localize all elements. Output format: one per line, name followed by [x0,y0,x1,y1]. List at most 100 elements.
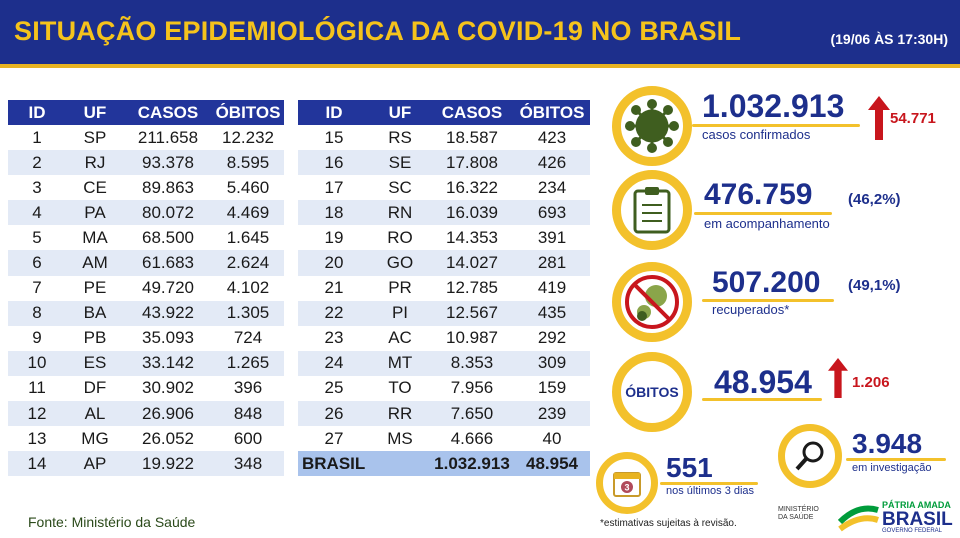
source-text: Fonte: Ministério da Saúde [28,514,196,530]
cell-id: 8 [8,300,66,326]
update-timestamp: (19/06 ÀS 17:30H) [830,31,948,47]
table-row: 19 RO 14.353 391 [298,225,590,250]
table-row: 5 MA 68.500 1.645 [8,225,284,250]
government-logo: PÁTRIA AMADA BRASIL GOVERNO FEDERAL [838,500,956,534]
table-row: 18 RN 16.039 693 [298,200,590,226]
states-table-right: ID UF CASOS ÓBITOS 15 RS 18.587 423 16 SE 17.8… [298,100,590,477]
cell-id: 21 [324,278,344,298]
ministry-text: MINISTÉRIO DA SAÚDE [778,506,819,521]
table-row: 4 PA 80.072 4.469 [8,200,284,226]
cell-cases: 4.666 [450,428,494,448]
cell-uf: PI [370,300,430,326]
table-row: 3 CE 89.863 5.460 [8,175,284,200]
cell-uf: RR [370,401,430,427]
deaths-value: 48.954 [714,364,812,400]
total-cases: 1.032.913 [430,451,514,477]
table-row: 11 DF 30.902 396 [8,376,284,401]
cell-cases: 16.322 [446,177,498,197]
total-label: BRASIL [298,451,430,477]
table-row: 8 BA 43.922 1.305 [8,300,284,326]
cell-id: 17 [324,177,344,197]
cell-deaths: 423 [537,127,567,147]
cell-deaths: 693 [514,200,590,226]
cell-cases: 68.500 [142,227,194,247]
cell-cases: 16.039 [430,200,514,226]
cell-uf: SP [83,127,107,147]
confirmed-delta: 54.771 [890,110,936,127]
cell-uf: SE [370,150,430,176]
cell-deaths: 2.624 [212,250,284,276]
arrow-up-icon [828,358,848,403]
underline [846,458,946,461]
last3-label: nos últimos 3 dias [666,485,755,497]
underline [702,398,822,401]
cell-id: 12 [8,401,66,427]
cell-id: 1 [32,127,42,147]
underline [702,299,834,302]
table-row: 15 RS 18.587 423 [298,125,590,150]
cell-id: 15 [324,127,344,147]
investigation-label: em investigação [852,462,932,474]
cell-id: 16 [298,150,370,176]
cell-id: 13 [27,428,47,448]
cell-cases: 30.902 [142,378,194,398]
states-table-left: ID UF CASOS ÓBITOS 1 SP 211.658 12.232 2 RJ 93… [8,100,284,477]
confirmed-label: casos confirmados [702,127,811,142]
cell-deaths: 8.595 [212,150,284,176]
cell-cases: 7.650 [430,401,514,427]
recovered-pct: (49,1%) [848,277,901,294]
cell-cases: 26.052 [142,428,194,448]
cell-cases: 8.353 [430,350,514,376]
cell-cases: 14.353 [446,227,498,247]
cell-uf: TO [388,378,412,398]
cell-id: 14 [8,451,66,477]
cell-cases: 89.863 [142,177,194,197]
cell-uf: MT [370,350,430,376]
cell-deaths: 435 [514,300,590,326]
cell-id: 7 [32,278,42,298]
underline [660,482,758,485]
cell-id: 18 [298,200,370,226]
cell-deaths: 1.265 [212,350,284,376]
underline [692,124,860,127]
cell-id: 4 [8,200,66,226]
cell-deaths: 239 [514,401,590,427]
cell-id: 19 [324,227,344,247]
table-row: 12 AL 26.906 848 [8,401,284,427]
header-deaths: ÓBITOS [212,100,284,125]
monitoring-value: 476.759 [704,178,813,211]
cell-cases: 17.808 [430,150,514,176]
cell-deaths: 281 [514,250,590,276]
table-row: 14 AP 19.922 348 [8,451,284,477]
cell-uf: CE [83,177,107,197]
table-header-row: ID UF CASOS ÓBITOS [8,100,284,125]
table-row: 25 TO 7.956 159 [298,376,590,401]
deaths-badge: ÓBITOS [612,352,692,432]
cell-id: 23 [324,328,344,348]
table-row: 26 RR 7.650 239 [298,401,590,427]
header-cases: CASOS [430,100,514,125]
brasil-text: BRASIL [882,509,953,530]
cell-uf: RJ [66,150,124,176]
gov-text: GOVERNO FEDERAL [882,528,943,534]
cell-cases: 80.072 [124,200,212,226]
cell-cases: 10.987 [446,328,498,348]
cell-cases: 61.683 [124,250,212,276]
cell-deaths: 600 [233,428,263,448]
clipboard-icon [612,170,692,250]
recovered-value: 507.200 [712,266,821,299]
cell-uf: MS [387,428,413,448]
cell-uf: RO [387,227,413,247]
cell-id: 27 [324,428,344,448]
table-row: 24 MT 8.353 309 [298,350,590,376]
deaths-delta: 1.206 [852,374,890,391]
table-row: 10 ES 33.142 1.265 [8,350,284,376]
cell-deaths: 419 [537,278,567,298]
cell-deaths: 348 [212,451,284,477]
cell-uf: ES [66,350,124,376]
cell-deaths: 12.232 [222,127,274,147]
cell-deaths: 724 [233,328,263,348]
cell-deaths: 396 [233,378,263,398]
investigation-value: 3.948 [852,428,923,459]
table-row: 9 PB 35.093 724 [8,326,284,351]
